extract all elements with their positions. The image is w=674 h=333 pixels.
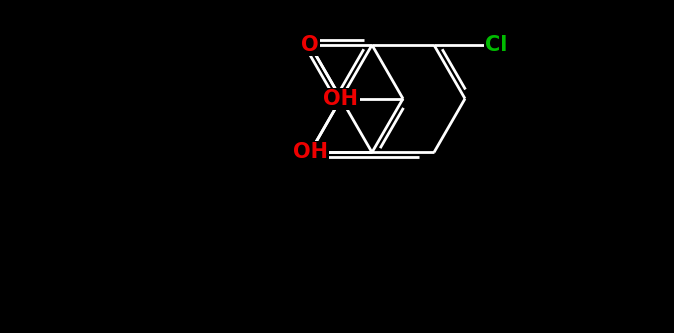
Text: OH: OH: [293, 143, 328, 163]
Text: O: O: [301, 35, 319, 55]
Text: Cl: Cl: [485, 35, 508, 55]
Text: N: N: [301, 35, 319, 55]
Text: OH: OH: [324, 89, 359, 109]
